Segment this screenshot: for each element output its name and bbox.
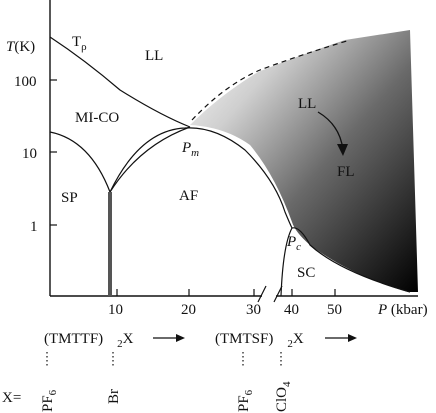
mi-co-label: MI-CO (75, 110, 119, 126)
x-axis-label: P (kbar) (377, 302, 428, 318)
sc-dome-boundary (280, 227, 411, 297)
ll-to-fl-arrowhead (337, 144, 348, 156)
anion-pf6-tmtsf: PF6 (236, 389, 255, 412)
y-tick-label-100: 100 (14, 74, 37, 90)
fermi-liquid-shaded-region (190, 30, 418, 292)
sp-label: SP (61, 190, 78, 206)
mi-co-af-boundary (109, 126, 191, 193)
x-tick-label-40: 40 (284, 302, 299, 318)
x-tick-label-50: 50 (327, 302, 342, 318)
y-axis-label: T(K) (6, 39, 35, 55)
axis-break-mark-1 (257, 285, 267, 303)
fl-crossover-dashed (191, 39, 351, 121)
x-tick-label-20: 20 (181, 302, 196, 318)
anion-prefix: X= (2, 390, 21, 406)
mi-co-upper-boundary (49, 36, 191, 128)
anion-pf6-tmttf: PF6 (40, 389, 59, 412)
anion-clo4: ClO4 (274, 381, 293, 412)
axis-break-mark-2 (273, 285, 283, 303)
sc-label: SC (297, 265, 315, 281)
sp-mi-co-boundary (49, 131, 111, 193)
af-dome-boundary (109, 127, 293, 229)
pc-label: Pc (286, 234, 301, 253)
ll-left-label: LL (145, 48, 163, 64)
pm-label: Pm (181, 140, 199, 159)
x-tick-label-10: 10 (108, 302, 123, 318)
y-tick-label-1: 1 (30, 219, 38, 235)
tmttf-family-label: (TMTTF) 2X (44, 331, 134, 350)
t-rho-label: Tρ (72, 34, 87, 53)
fl-label: FL (337, 164, 355, 180)
tmttf-arrowhead (176, 334, 185, 342)
af-label: AF (179, 188, 198, 204)
tmtsf-family-label: (TMTSF) 2X (215, 331, 304, 350)
x-tick-label-30: 30 (246, 302, 261, 318)
tmtsf-arrowhead (348, 334, 357, 342)
ll-right-label: LL (298, 96, 316, 112)
y-tick-label-10: 10 (22, 146, 37, 162)
anion-br: Br (106, 389, 122, 404)
